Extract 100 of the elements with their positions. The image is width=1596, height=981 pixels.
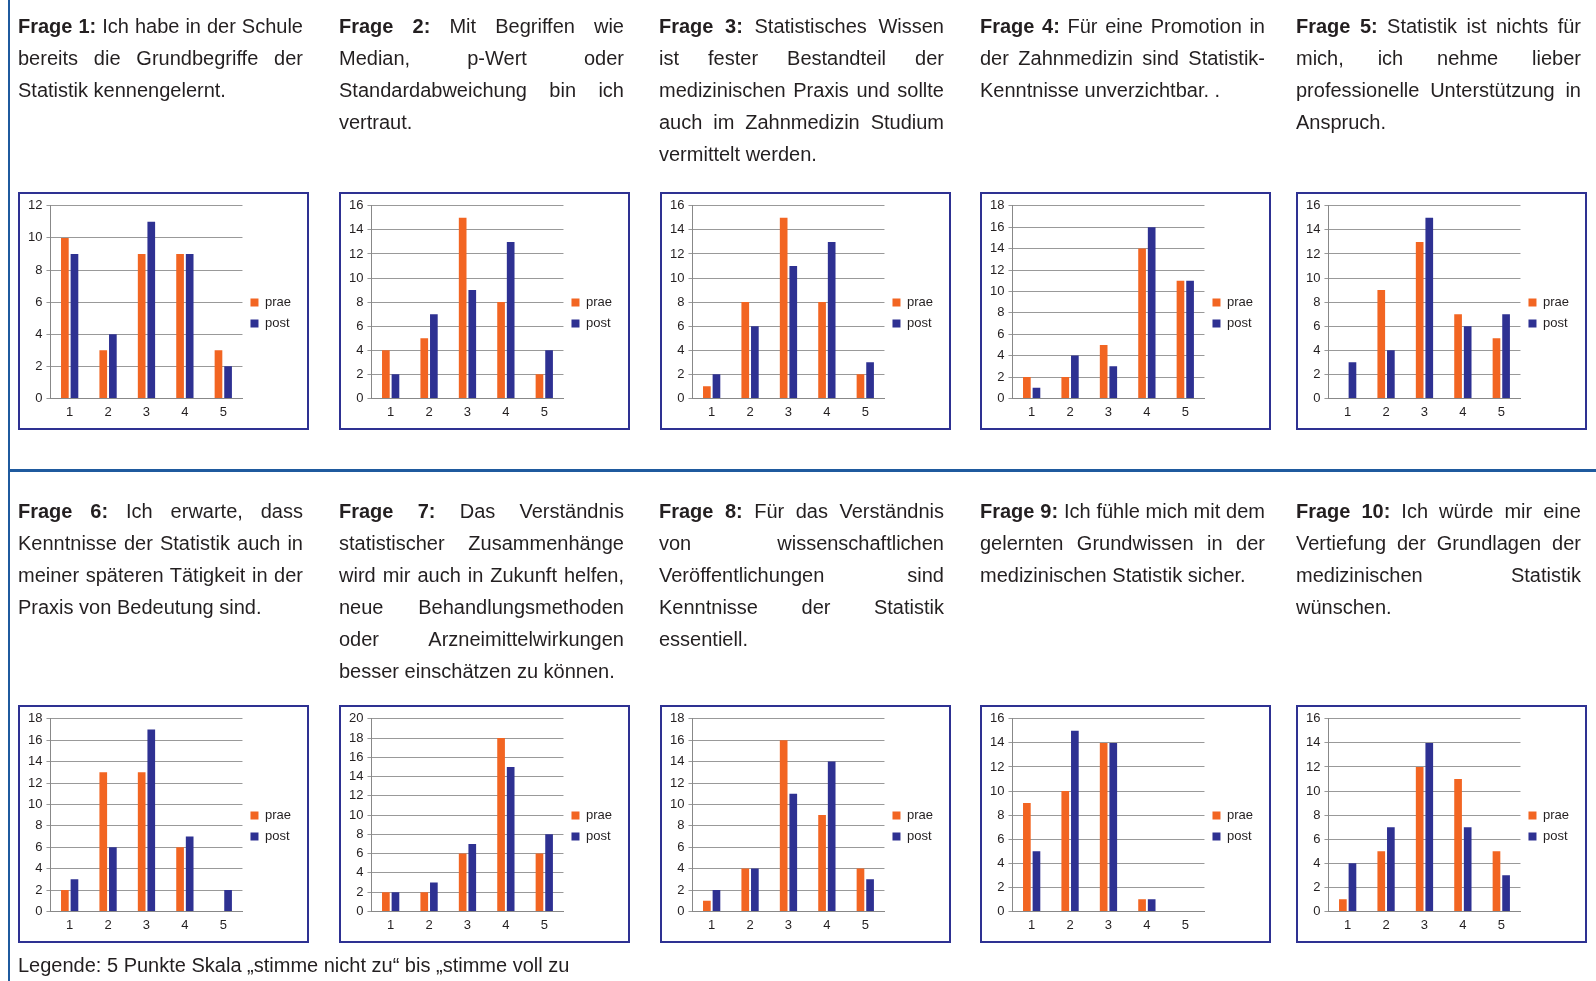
y-tick-label: 14 xyxy=(669,221,685,237)
x-tick-label: 5 xyxy=(1181,916,1189,932)
x-tick-label: 4 xyxy=(823,916,831,932)
bar xyxy=(789,793,798,911)
bar xyxy=(506,241,515,398)
y-tick-label: 0 xyxy=(677,389,685,405)
y-tick-label: 16 xyxy=(989,218,1005,234)
bar xyxy=(176,253,184,398)
x-tick-label: 5 xyxy=(219,916,227,932)
y-tick-label: 12 xyxy=(1305,245,1321,261)
y-tick-label: 6 xyxy=(1313,317,1321,333)
bar xyxy=(535,374,544,398)
bar xyxy=(391,374,400,398)
bar xyxy=(1415,241,1424,398)
y-tick-label: 4 xyxy=(356,864,364,880)
bar xyxy=(1138,899,1146,911)
y-tick-label: 4 xyxy=(1313,854,1321,870)
bar xyxy=(224,366,232,398)
x-tick-label: 5 xyxy=(219,403,227,419)
y-tick-label: 4 xyxy=(1313,341,1321,357)
legend-label: post xyxy=(1226,315,1252,331)
y-tick-label: 0 xyxy=(356,389,364,405)
bar xyxy=(1463,326,1472,398)
x-tick-label: 2 xyxy=(1066,403,1074,419)
bar xyxy=(224,890,232,911)
x-tick-label: 2 xyxy=(1382,403,1390,419)
bar xyxy=(109,847,117,911)
y-tick-label: 10 xyxy=(1305,782,1321,798)
bar xyxy=(703,900,711,911)
bar xyxy=(137,772,146,911)
bar xyxy=(70,253,79,398)
chart-title: Frage 6: Ich erwarte, dass Kenntnisse der Statistik auch in meiner späteren Tätigkeit in der Praxis von Bedeutung sind. xyxy=(18,499,303,620)
bar xyxy=(741,868,750,911)
y-tick-label: 8 xyxy=(1313,293,1321,309)
bar xyxy=(147,729,156,911)
bar xyxy=(176,847,184,911)
y-tick-label: 16 xyxy=(1305,710,1321,726)
legend-label: post xyxy=(906,315,932,331)
legend-label: prae xyxy=(585,807,613,823)
bar xyxy=(1415,766,1424,911)
y-tick-label: 2 xyxy=(997,368,1005,384)
y-tick-label: 16 xyxy=(989,710,1005,726)
y-tick-label: 8 xyxy=(1313,806,1321,822)
bar xyxy=(703,386,711,398)
y-tick-label: 12 xyxy=(669,774,685,790)
y-tick-label: 2 xyxy=(356,883,364,899)
legend-label: post xyxy=(1542,828,1568,844)
x-tick-label: 3 xyxy=(142,403,151,419)
bar xyxy=(214,350,223,398)
y-tick-label: 12 xyxy=(1305,758,1321,774)
y-tick-label: 2 xyxy=(356,365,364,381)
y-tick-label: 8 xyxy=(997,304,1005,320)
bar xyxy=(99,772,108,911)
bar xyxy=(99,350,108,398)
bar xyxy=(712,374,721,398)
y-tick-label: 0 xyxy=(1313,389,1321,405)
x-tick-label: 4 xyxy=(1143,403,1151,419)
bar xyxy=(1032,387,1041,398)
x-tick-label: 3 xyxy=(1104,403,1113,419)
x-tick-label: 3 xyxy=(784,916,793,932)
y-tick-label: 14 xyxy=(1305,221,1321,237)
x-tick-label: 3 xyxy=(142,916,151,932)
y-tick-label: 6 xyxy=(35,838,43,854)
chart-title: Frage 7: Das Verständnis statistischer Zusammenhänge wird mir auch in Zukunft helfen, neue Behandlungsmethoden oder Arzneimittelwirkungen besser einschätzen zu können. xyxy=(339,500,624,682)
bar xyxy=(827,761,836,911)
y-tick-label: 14 xyxy=(27,753,43,769)
bar xyxy=(1387,827,1395,911)
bar xyxy=(1348,362,1357,398)
x-tick-label: 5 xyxy=(540,916,548,932)
y-tick-label: 10 xyxy=(27,229,43,245)
bar xyxy=(1377,851,1386,911)
x-tick-label: 4 xyxy=(181,916,189,932)
bar xyxy=(818,815,826,911)
y-tick-label: 6 xyxy=(677,838,685,854)
y-tick-label: 12 xyxy=(348,787,364,803)
y-tick-label: 12 xyxy=(669,245,685,261)
y-tick-label: 8 xyxy=(35,817,43,833)
x-tick-label: 1 xyxy=(708,403,716,419)
bar xyxy=(1377,290,1386,398)
x-tick-label: 2 xyxy=(1066,916,1074,932)
x-tick-label: 4 xyxy=(1459,916,1467,932)
x-tick-label: 5 xyxy=(1181,403,1189,419)
bar xyxy=(1023,803,1031,911)
y-tick-label: 18 xyxy=(27,710,43,726)
x-tick-label: 4 xyxy=(823,403,831,419)
bar xyxy=(1502,875,1510,911)
y-tick-label: 14 xyxy=(669,753,685,769)
bar xyxy=(741,302,750,398)
bar xyxy=(1348,863,1357,911)
x-tick-label: 4 xyxy=(502,916,510,932)
bar xyxy=(430,314,438,398)
x-tick-label: 5 xyxy=(1497,403,1505,419)
x-tick-label: 1 xyxy=(708,916,716,932)
y-tick-label: 10 xyxy=(669,269,685,285)
bar xyxy=(1492,851,1501,911)
bar xyxy=(1454,314,1462,398)
y-tick-label: 0 xyxy=(1313,902,1321,918)
bar xyxy=(61,237,69,398)
legend-label: prae xyxy=(264,294,292,310)
y-tick-label: 10 xyxy=(669,795,685,811)
